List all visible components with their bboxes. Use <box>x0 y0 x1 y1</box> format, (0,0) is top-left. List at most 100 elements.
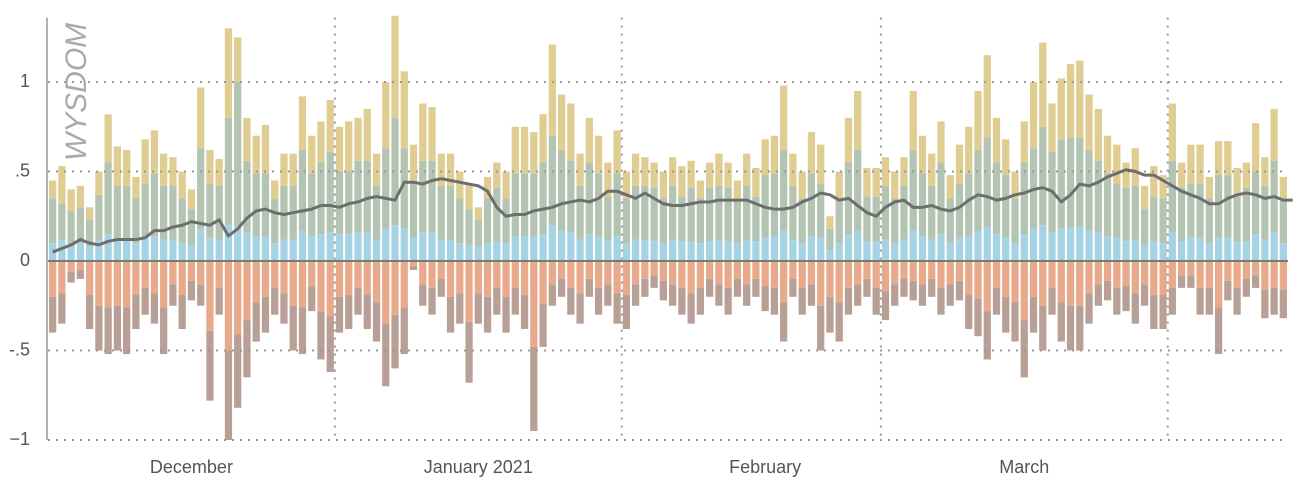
bar-segment <box>1251 123 1260 172</box>
bar-segment <box>1002 261 1010 297</box>
bar-segment <box>252 135 260 174</box>
bar-segment <box>502 243 510 262</box>
bar-segment <box>844 261 853 288</box>
bar-segment <box>1187 184 1195 238</box>
bar-segment <box>141 139 149 185</box>
bar-segment <box>49 261 57 297</box>
bar-segment <box>215 185 223 240</box>
bar-segment <box>530 261 538 347</box>
bar-segment <box>428 160 436 233</box>
bar-segment <box>965 261 973 296</box>
bar-segment <box>1131 185 1139 240</box>
bar-segment <box>1251 234 1260 262</box>
bar-segment <box>928 185 936 240</box>
bar-segment <box>761 261 769 287</box>
bar-segment <box>622 295 630 330</box>
bar-segment <box>1224 175 1232 238</box>
bar-segment <box>335 234 344 262</box>
bar-segment <box>631 153 640 186</box>
bar-segment <box>67 246 75 262</box>
bar-segment <box>1187 237 1195 262</box>
bar-segment <box>1279 176 1287 199</box>
bar-segment <box>789 278 797 297</box>
bar-segment <box>780 230 788 262</box>
bar-segment <box>1177 261 1186 276</box>
bar-segment <box>650 241 658 262</box>
bar-segment <box>604 196 612 242</box>
bar-segment <box>817 237 825 262</box>
bar-segment <box>298 150 307 231</box>
bar-segment <box>548 44 556 136</box>
bar-segment <box>382 261 390 324</box>
bar-segment <box>613 235 621 262</box>
bar-segment <box>169 157 177 186</box>
bar-segment <box>1150 295 1158 330</box>
bar-segment <box>1140 209 1149 245</box>
bar-segment <box>409 144 418 185</box>
bar-segment <box>1094 108 1102 161</box>
bar-segment <box>1029 82 1038 149</box>
bar-segment <box>604 261 612 285</box>
bar-segment <box>520 235 529 262</box>
bar-segment <box>1177 162 1186 188</box>
bar-segment <box>345 234 353 262</box>
x-tick-label: January 2021 <box>424 457 533 477</box>
bar-segment <box>76 207 85 244</box>
bar-segment <box>160 261 168 308</box>
bar-segment <box>1057 261 1065 303</box>
bar-segment <box>58 239 66 262</box>
bar-segment <box>752 196 760 242</box>
bar-segment <box>1103 173 1112 236</box>
bar-segment <box>456 261 464 294</box>
bar-segment <box>1048 103 1056 152</box>
bar-segment <box>1122 241 1130 262</box>
bar-segment <box>770 173 779 236</box>
bar-segment <box>456 171 464 199</box>
bar-segment <box>604 241 612 262</box>
bar-segment <box>67 261 75 272</box>
bar-segment <box>854 90 862 151</box>
bar-segment <box>1196 184 1204 238</box>
bar-segment <box>854 150 862 231</box>
bar-segment <box>1242 278 1250 297</box>
bar-segment <box>363 232 371 262</box>
bar-segment <box>317 311 325 360</box>
bar-segment <box>974 230 982 262</box>
bar-segment <box>678 196 686 242</box>
bar-segment <box>123 185 131 240</box>
bar-segment <box>724 187 732 242</box>
bar-segment <box>706 241 714 262</box>
bar-segment <box>780 85 788 151</box>
bar-segment <box>113 185 122 240</box>
bar-segment <box>789 185 797 240</box>
bar-segment <box>891 171 899 199</box>
bar-segment <box>974 261 982 299</box>
bar-segment <box>1103 235 1112 262</box>
bar-segment <box>743 239 751 262</box>
bar-segment <box>1187 144 1195 185</box>
bar-segment <box>1094 261 1102 285</box>
bar-segment <box>493 241 501 262</box>
bar-segment <box>363 295 371 330</box>
bar-segment <box>298 96 307 151</box>
bar-segment <box>1066 305 1075 351</box>
bar-segment <box>752 261 760 279</box>
bar-segment <box>520 173 529 236</box>
bar-segment <box>659 198 667 244</box>
bar-segment <box>881 261 890 292</box>
bar-segment <box>1002 175 1010 238</box>
bar-segment <box>1131 148 1139 186</box>
bar-segment <box>1214 307 1223 355</box>
bar-segment <box>95 305 103 351</box>
bar-segment <box>150 261 159 294</box>
bar-segment <box>780 302 788 342</box>
bar-segment <box>613 293 621 324</box>
bar-segment <box>150 235 159 262</box>
bar-segment <box>335 126 344 172</box>
bar-segment <box>576 153 584 186</box>
bar-segment <box>881 157 890 186</box>
bar-segment <box>1214 237 1223 262</box>
bar-segment <box>659 243 667 262</box>
bar-segment <box>1085 293 1093 324</box>
bar-segment <box>1122 286 1130 312</box>
